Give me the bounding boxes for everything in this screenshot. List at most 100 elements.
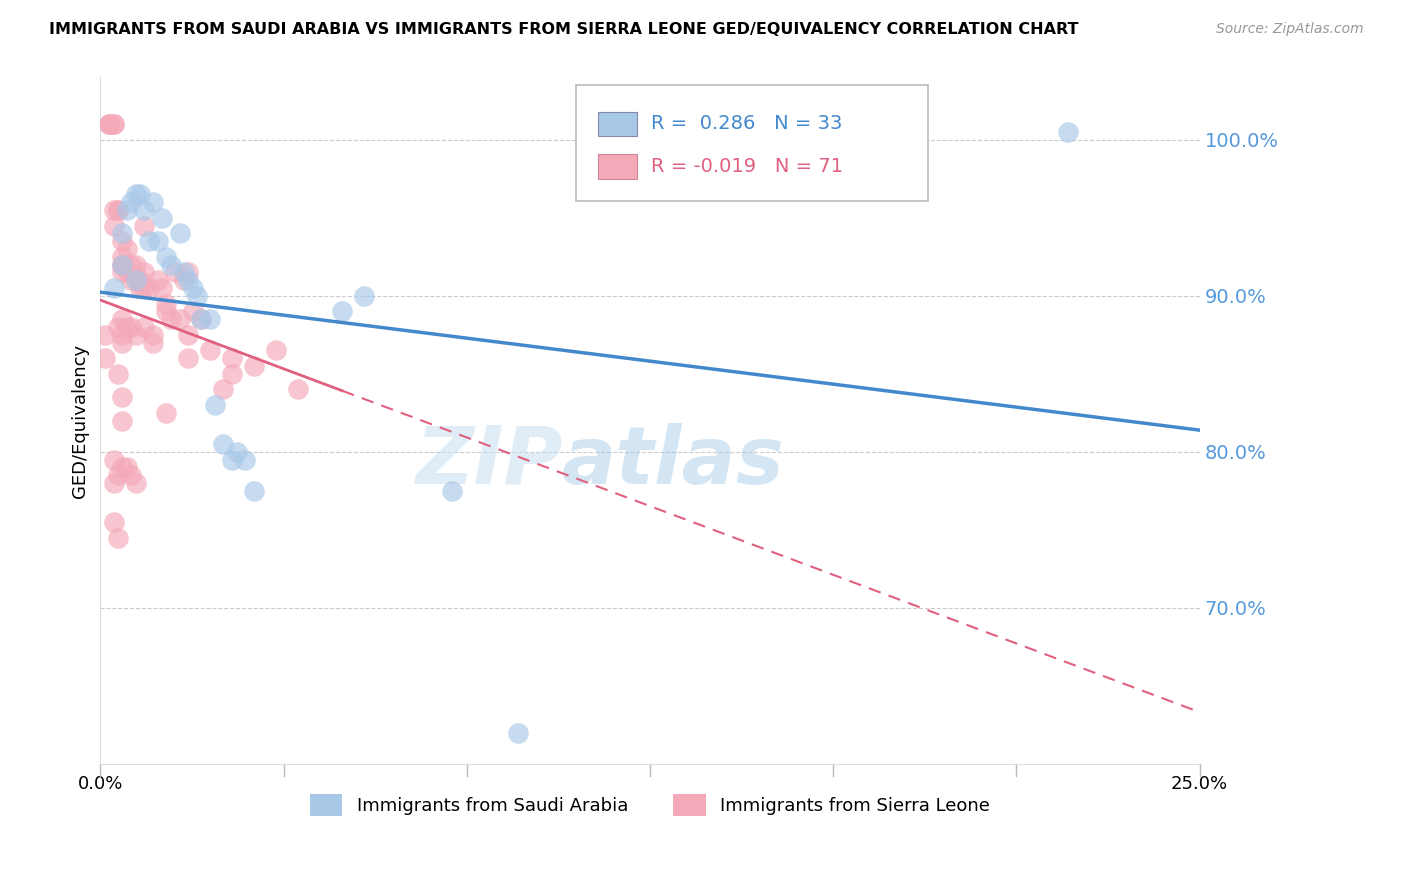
- Text: R =  0.286   N = 33: R = 0.286 N = 33: [651, 114, 842, 134]
- Point: [200, 343, 222, 358]
- Point: [204, 398, 226, 412]
- Y-axis label: GED/Equivalency: GED/Equivalency: [72, 343, 89, 498]
- Point: [330, 304, 353, 318]
- Point: [173, 265, 195, 279]
- Point: [103, 476, 125, 491]
- Point: [129, 281, 152, 295]
- Point: [111, 460, 134, 475]
- Point: [111, 227, 134, 241]
- Point: [111, 414, 134, 428]
- Point: [243, 483, 266, 498]
- Point: [103, 202, 125, 217]
- Text: atlas: atlas: [562, 423, 785, 500]
- Point: [1056, 125, 1078, 139]
- Point: [212, 437, 235, 451]
- Point: [264, 343, 287, 358]
- Point: [155, 250, 177, 264]
- Point: [134, 265, 156, 279]
- Point: [212, 383, 235, 397]
- Text: Source: ZipAtlas.com: Source: ZipAtlas.com: [1216, 22, 1364, 37]
- Point: [120, 195, 142, 210]
- Legend: Immigrants from Saudi Arabia, Immigrants from Sierra Leone: Immigrants from Saudi Arabia, Immigrants…: [302, 787, 997, 823]
- Text: R = -0.019   N = 71: R = -0.019 N = 71: [651, 157, 844, 177]
- Point: [353, 289, 375, 303]
- Point: [107, 531, 129, 545]
- Point: [111, 335, 134, 350]
- Point: [138, 281, 160, 295]
- Point: [142, 327, 165, 342]
- Point: [115, 242, 138, 256]
- Point: [115, 320, 138, 334]
- Point: [243, 359, 266, 373]
- Point: [177, 265, 200, 279]
- Point: [142, 195, 165, 210]
- Point: [98, 117, 121, 131]
- Point: [138, 234, 160, 248]
- Point: [150, 281, 173, 295]
- Point: [169, 227, 191, 241]
- Point: [107, 320, 129, 334]
- Point: [98, 117, 121, 131]
- Point: [146, 234, 169, 248]
- Point: [173, 273, 195, 287]
- Point: [115, 460, 138, 475]
- Point: [142, 335, 165, 350]
- Point: [120, 273, 142, 287]
- Point: [181, 281, 204, 295]
- Point: [177, 351, 200, 366]
- Point: [124, 258, 146, 272]
- Point: [181, 304, 204, 318]
- Point: [159, 312, 181, 326]
- Point: [124, 187, 146, 202]
- Point: [165, 265, 187, 279]
- Point: [190, 312, 212, 326]
- Point: [159, 258, 181, 272]
- Point: [103, 281, 125, 295]
- Point: [103, 515, 125, 529]
- Point: [111, 250, 134, 264]
- Point: [111, 258, 134, 272]
- Point: [103, 452, 125, 467]
- Point: [235, 452, 257, 467]
- Point: [155, 406, 177, 420]
- Point: [200, 312, 222, 326]
- Point: [124, 273, 146, 287]
- Point: [115, 265, 138, 279]
- Point: [150, 211, 173, 225]
- Point: [94, 327, 117, 342]
- Point: [111, 327, 134, 342]
- Point: [120, 468, 142, 483]
- Point: [221, 367, 243, 381]
- Point: [134, 202, 156, 217]
- Point: [225, 445, 247, 459]
- Point: [111, 258, 134, 272]
- Point: [107, 202, 129, 217]
- Point: [111, 258, 134, 272]
- Point: [103, 117, 125, 131]
- Point: [103, 117, 125, 131]
- Point: [94, 351, 117, 366]
- Point: [120, 258, 142, 272]
- Point: [177, 273, 200, 287]
- Point: [155, 304, 177, 318]
- Point: [155, 296, 177, 310]
- Point: [111, 312, 134, 326]
- Point: [129, 187, 152, 202]
- Point: [506, 725, 529, 739]
- Point: [124, 327, 146, 342]
- Point: [186, 289, 208, 303]
- Point: [124, 273, 146, 287]
- Text: ZIP: ZIP: [415, 423, 562, 500]
- Point: [120, 320, 142, 334]
- Point: [134, 219, 156, 233]
- Point: [111, 234, 134, 248]
- Point: [146, 273, 169, 287]
- Point: [115, 202, 138, 217]
- Point: [177, 327, 200, 342]
- Point: [221, 452, 243, 467]
- Point: [111, 390, 134, 404]
- Point: [190, 312, 212, 326]
- Point: [221, 351, 243, 366]
- Text: IMMIGRANTS FROM SAUDI ARABIA VS IMMIGRANTS FROM SIERRA LEONE GED/EQUIVALENCY COR: IMMIGRANTS FROM SAUDI ARABIA VS IMMIGRAN…: [49, 22, 1078, 37]
- Point: [129, 273, 152, 287]
